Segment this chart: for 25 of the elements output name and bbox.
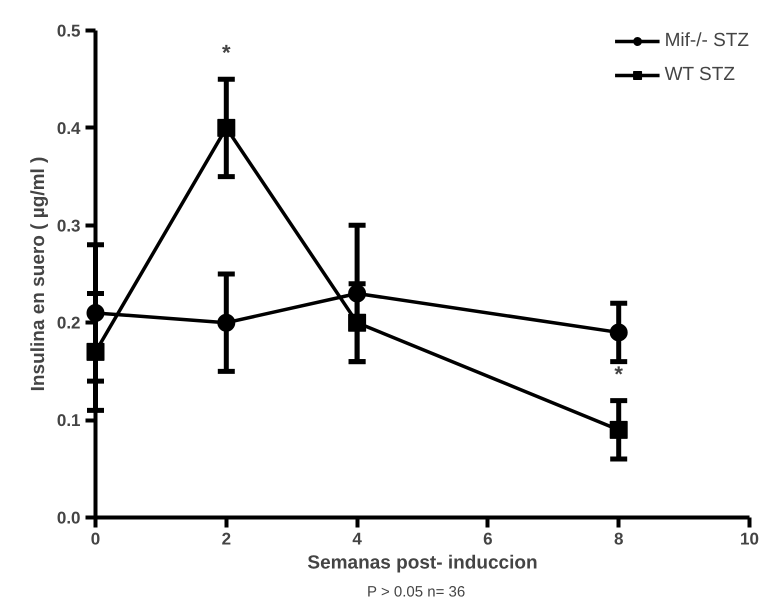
point — [610, 420, 628, 439]
y-tick-label: 0.4 — [56, 118, 82, 138]
point — [86, 342, 104, 361]
y-tick-label: 0.1 — [56, 411, 81, 430]
text: P > 0.05 n= 36 — [367, 584, 466, 600]
point — [610, 323, 628, 342]
x-axis-title: Semanas post- induccion — [307, 552, 538, 574]
x-tick-label: 0 — [90, 530, 100, 548]
annotation: * — [222, 40, 232, 66]
point — [217, 118, 236, 137]
y-axis-title: Insulina en suero ( µg/ml ) — [28, 156, 49, 392]
x-tick-label: 6 — [483, 530, 493, 548]
x-tick-label: 10 — [740, 530, 759, 548]
legend-label: WT STZ — [664, 64, 735, 86]
y-tick-label: 0.0 — [56, 508, 81, 528]
point — [348, 314, 366, 332]
y-tick-label: 0.3 — [56, 216, 81, 236]
legend-label: Mif-/- STZ — [664, 30, 749, 52]
x-tick-label: 4 — [352, 530, 362, 548]
y-tick-label: 0.5 — [56, 22, 81, 40]
annotation: * — [614, 362, 624, 387]
x-tick-label: 2 — [222, 530, 232, 548]
point — [217, 314, 236, 332]
y-tick-label: 0.2 — [56, 314, 81, 333]
x-tick-label: 8 — [614, 530, 624, 548]
